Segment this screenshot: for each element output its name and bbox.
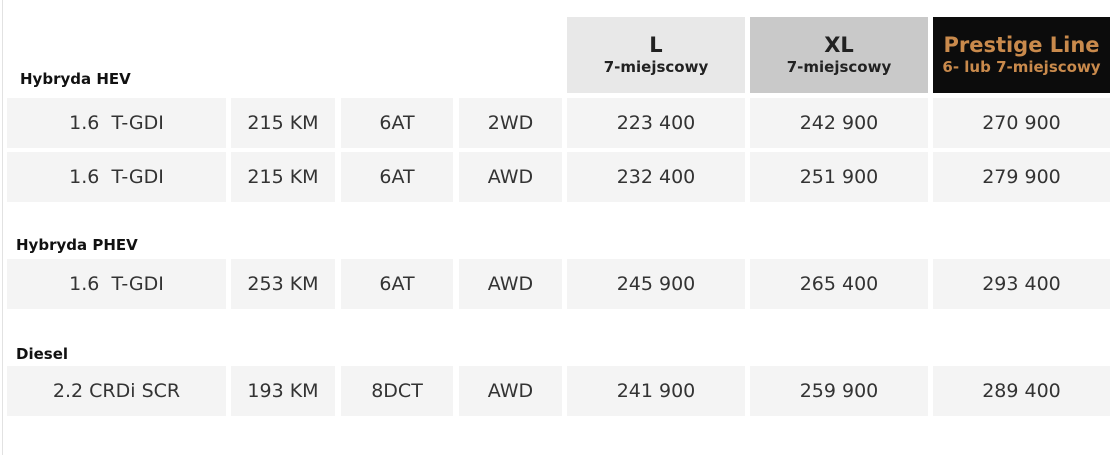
- table-cell: 1.6 T-GDI: [7, 259, 226, 309]
- table-cell: AWD: [459, 259, 562, 309]
- table-cell: 6AT: [341, 152, 453, 202]
- section-title: Hybryda HEV: [20, 70, 131, 88]
- table-cell: 242 900: [750, 98, 928, 148]
- table-cell: AWD: [459, 366, 562, 416]
- table-cell: 289 400: [933, 366, 1110, 416]
- section-title: Hybryda PHEV: [16, 236, 138, 254]
- column-header: L 7-miejscowy: [567, 17, 745, 93]
- table-cell: 1.6 T-GDI: [7, 98, 226, 148]
- table-cell: 251 900: [750, 152, 928, 202]
- table-cell: 2WD: [459, 98, 562, 148]
- column-header: Prestige Line 6- lub 7-miejscowy: [933, 17, 1110, 93]
- table-cell: 215 KM: [231, 98, 335, 148]
- table-cell: 1.6 T-GDI: [7, 152, 226, 202]
- column-name: L: [649, 33, 663, 57]
- table-cell: 6AT: [341, 98, 453, 148]
- table-cell: 253 KM: [231, 259, 335, 309]
- column-seats: 7-miejscowy: [786, 58, 892, 76]
- table-cell: 245 900: [567, 259, 745, 309]
- table-cell: 241 900: [567, 366, 745, 416]
- table-cell: AWD: [459, 152, 562, 202]
- section-title: Diesel: [16, 345, 69, 363]
- table-cell: 215 KM: [231, 152, 335, 202]
- table-cell: 8DCT: [341, 366, 453, 416]
- column-seats: 7-miejscowy: [603, 58, 709, 76]
- table-cell: 270 900: [933, 98, 1110, 148]
- column-name: Prestige Line: [943, 33, 1100, 57]
- table-cell: 259 900: [750, 366, 928, 416]
- table-cell: 232 400: [567, 152, 745, 202]
- table-cell: 293 400: [933, 259, 1110, 309]
- left-border: [2, 0, 3, 455]
- table-cell: 279 900: [933, 152, 1110, 202]
- column-seats: 6- lub 7-miejscowy: [942, 58, 1101, 76]
- table-cell: 2.2 CRDi SCR: [7, 366, 226, 416]
- column-name: XL: [824, 33, 854, 57]
- table-cell: 6AT: [341, 259, 453, 309]
- column-header: XL 7-miejscowy: [750, 17, 928, 93]
- table-cell: 193 KM: [231, 366, 335, 416]
- table-cell: 265 400: [750, 259, 928, 309]
- table-cell: 223 400: [567, 98, 745, 148]
